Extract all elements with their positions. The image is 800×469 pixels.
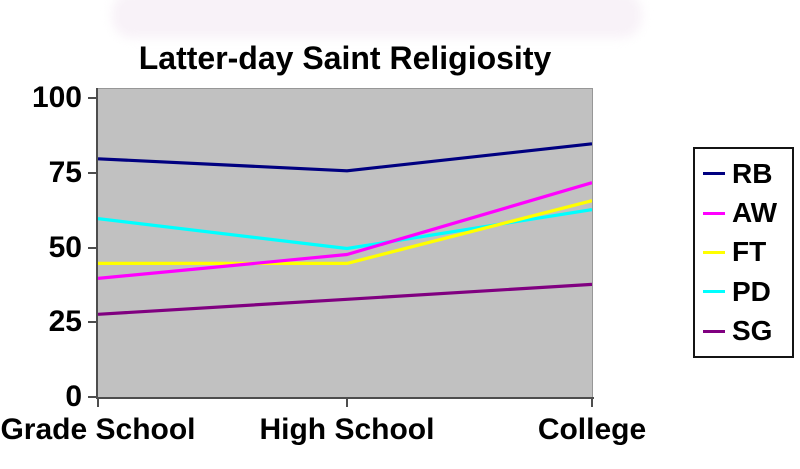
legend-swatch-sg: [703, 329, 725, 333]
legend-item-ft: FT: [703, 238, 790, 266]
y-tick-100: [88, 97, 97, 99]
x-axis-line: [96, 397, 594, 399]
x-tick-high-school: [345, 399, 348, 407]
series-lines: [98, 142, 592, 316]
whiteout-smudge: [112, 0, 642, 38]
y-tick-25: [88, 321, 97, 324]
y-axis-label-25: 25: [48, 305, 82, 339]
y-axis-label-50: 50: [48, 230, 82, 264]
legend-swatch-aw: [703, 211, 725, 215]
y-tick-0: [88, 396, 97, 398]
series-line-ft: [98, 199, 592, 265]
series-line-rb: [98, 142, 592, 173]
series-line-pd: [98, 208, 592, 251]
x-axis-label-college: College: [537, 413, 647, 446]
series-line-sg: [98, 282, 592, 316]
x-axis-label-high-school: High School: [259, 413, 435, 446]
legend: RB AW FT PD SG: [693, 147, 794, 358]
legend-label-pd: PD: [732, 275, 771, 307]
y-axis-label-0: 0: [65, 380, 82, 413]
chart-title: Latter-day Saint Religiosity: [138, 40, 552, 76]
legend-label-ft: FT: [732, 236, 767, 268]
legend-item-sg: SG: [703, 317, 790, 345]
plot-area: [98, 88, 593, 398]
y-axis-label-100: 100: [31, 81, 82, 114]
x-axis-label-grade-school: Grade School: [0, 413, 196, 446]
legend-item-aw: AW: [703, 199, 790, 227]
y-tick-75: [88, 171, 97, 174]
y-axis-line: [96, 88, 98, 399]
legend-swatch-rb: [703, 172, 725, 176]
legend-item-rb: RB: [703, 157, 790, 189]
legend-label-aw: AW: [732, 197, 778, 229]
y-tick-50: [88, 246, 97, 249]
series-line-aw: [98, 181, 592, 280]
x-tick-grade-school: [97, 399, 99, 407]
legend-item-pd: PD: [703, 275, 790, 307]
x-tick-college: [591, 399, 593, 407]
legend-swatch-ft: [703, 250, 725, 254]
legend-swatch-pd: [703, 290, 725, 294]
legend-label-sg: SG: [732, 315, 773, 347]
legend-label-rb: RB: [732, 157, 773, 189]
y-axis-label-75: 75: [48, 155, 82, 189]
